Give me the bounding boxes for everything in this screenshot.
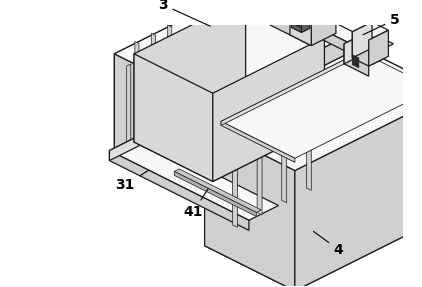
Polygon shape	[270, 0, 336, 22]
Polygon shape	[290, 13, 372, 65]
Polygon shape	[270, 0, 295, 25]
Polygon shape	[192, 97, 196, 195]
Polygon shape	[127, 64, 131, 162]
Polygon shape	[114, 88, 344, 203]
Polygon shape	[344, 32, 369, 64]
Polygon shape	[151, 33, 155, 131]
Polygon shape	[134, 54, 213, 181]
Polygon shape	[292, 0, 301, 32]
Polygon shape	[221, 52, 360, 125]
Polygon shape	[246, 0, 344, 138]
Polygon shape	[290, 7, 385, 55]
Polygon shape	[344, 32, 393, 56]
Polygon shape	[295, 10, 305, 25]
Polygon shape	[233, 108, 238, 227]
Polygon shape	[134, 0, 246, 142]
Polygon shape	[109, 136, 139, 160]
Polygon shape	[295, 93, 422, 287]
Polygon shape	[213, 37, 325, 181]
Polygon shape	[369, 30, 388, 66]
Polygon shape	[301, 0, 310, 32]
Polygon shape	[360, 47, 422, 213]
Polygon shape	[352, 32, 369, 66]
Text: 3: 3	[158, 0, 210, 26]
Polygon shape	[290, 12, 300, 27]
Polygon shape	[352, 55, 359, 68]
Polygon shape	[134, 86, 325, 181]
Polygon shape	[205, 168, 422, 287]
Polygon shape	[174, 171, 256, 216]
Text: 5: 5	[363, 13, 400, 35]
Polygon shape	[174, 169, 261, 212]
Polygon shape	[282, 84, 287, 203]
Polygon shape	[114, 54, 213, 203]
Polygon shape	[352, 22, 372, 58]
Polygon shape	[221, 121, 295, 162]
Polygon shape	[109, 151, 249, 230]
Polygon shape	[290, 7, 303, 24]
Polygon shape	[192, 13, 196, 111]
Polygon shape	[168, 25, 172, 123]
Text: 41: 41	[184, 189, 208, 219]
Polygon shape	[205, 47, 360, 246]
Polygon shape	[270, 1, 311, 46]
Polygon shape	[135, 41, 139, 140]
Polygon shape	[205, 125, 295, 287]
Polygon shape	[221, 52, 422, 158]
Polygon shape	[168, 85, 172, 183]
Polygon shape	[352, 22, 388, 40]
Polygon shape	[257, 96, 262, 215]
Text: 31: 31	[115, 170, 148, 193]
Polygon shape	[114, 0, 246, 154]
Polygon shape	[311, 9, 336, 46]
Polygon shape	[114, 0, 344, 103]
Polygon shape	[306, 71, 311, 190]
Polygon shape	[344, 44, 369, 76]
Polygon shape	[109, 136, 279, 220]
Polygon shape	[213, 37, 344, 203]
Polygon shape	[290, 11, 311, 46]
Polygon shape	[372, 48, 385, 65]
Polygon shape	[205, 47, 422, 170]
Polygon shape	[143, 72, 147, 170]
Text: 4: 4	[314, 231, 344, 257]
